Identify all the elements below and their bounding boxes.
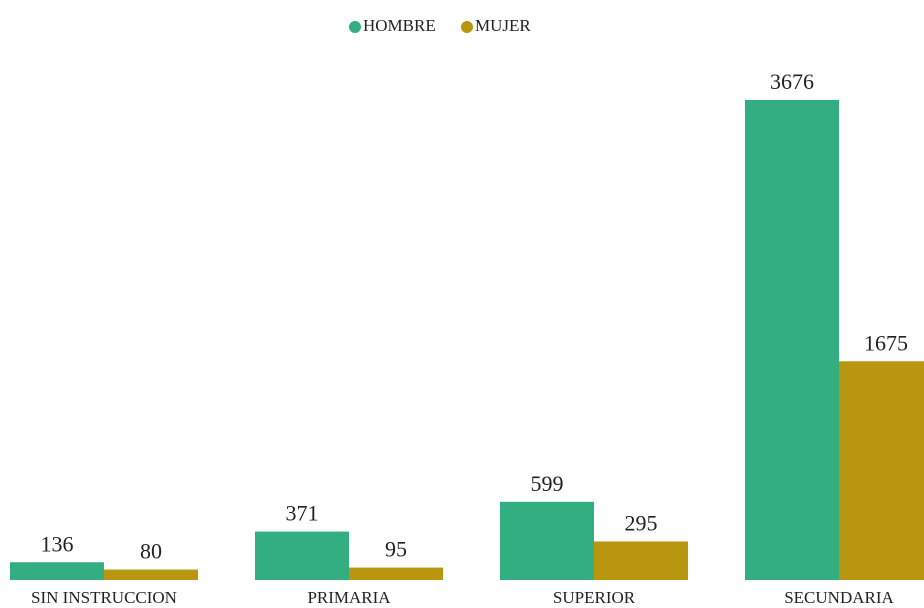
bar	[594, 541, 688, 580]
bar	[839, 361, 924, 580]
bar	[349, 567, 443, 580]
legend-marker	[461, 21, 473, 33]
legend-label: MUJER	[475, 16, 531, 35]
bar	[104, 569, 198, 580]
bar	[500, 501, 594, 580]
legend-marker	[349, 21, 361, 33]
value-label: 95	[385, 537, 407, 562]
value-label: 599	[531, 471, 564, 496]
x-tick-label: SECUNDARIA	[784, 588, 894, 607]
x-tick-label: SUPERIOR	[553, 588, 636, 607]
legend-label: HOMBRE	[363, 16, 436, 35]
bar	[745, 100, 839, 580]
value-label: 1675	[864, 330, 908, 355]
x-tick-label: PRIMARIA	[307, 588, 391, 607]
x-tick-label: SIN INSTRUCCION	[31, 588, 177, 607]
value-label: 3676	[770, 69, 814, 94]
bar	[255, 531, 349, 580]
value-label: 80	[140, 539, 162, 564]
value-label: 295	[625, 511, 658, 536]
bar	[10, 562, 104, 580]
value-label: 136	[41, 531, 74, 556]
value-label: 371	[286, 501, 319, 526]
